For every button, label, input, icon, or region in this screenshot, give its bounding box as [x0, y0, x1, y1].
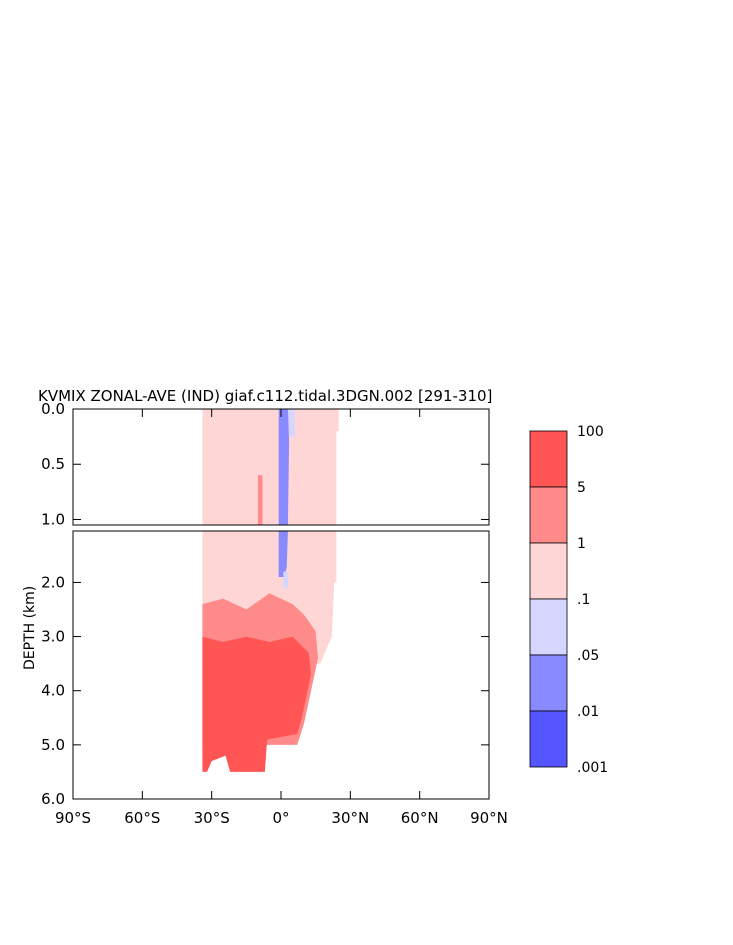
y-tick-label: 4.0 — [41, 682, 65, 700]
y-tick-label: 0.5 — [41, 455, 65, 473]
colorbar: 100 5 1 .1 .05 .01 .001 — [529, 424, 608, 776]
chart-title: KVMIX ZONAL-AVE (IND) giaf.c112.tidal.3D… — [38, 387, 492, 405]
colorbar-label: .001 — [577, 760, 608, 776]
lower-panel-fill — [202, 531, 337, 772]
region-lower-5-100 — [202, 636, 312, 772]
region-upper-01-1 — [202, 409, 339, 525]
y-tick-label: 6.0 — [41, 790, 65, 808]
x-tick-label: 30°S — [194, 809, 230, 827]
y-tick-label: 2.0 — [41, 573, 65, 591]
x-tick-label: 60°N — [401, 809, 439, 827]
colorbar-swatch — [529, 710, 568, 768]
x-tick-label: 60°S — [124, 809, 160, 827]
colorbar-swatch — [529, 486, 568, 544]
x-tick-label: 30°N — [331, 809, 369, 827]
x-tick-label: 90°S — [55, 809, 91, 827]
upper-panel-fill — [202, 409, 339, 525]
x-tick-label: 0° — [272, 809, 289, 827]
region-lower-001-005 — [278, 531, 288, 578]
region-upper-1-5 — [257, 475, 263, 525]
colorbar-label: .1 — [577, 592, 590, 608]
y-axis-label: DEPTH (km) — [22, 586, 38, 670]
y-tick-label: 1.0 — [41, 510, 65, 528]
colorbar-label: 5 — [577, 480, 586, 496]
region-upper-005-01 — [287, 409, 295, 437]
colorbar-label: 1 — [577, 536, 586, 552]
y-tick-label: 0.0 — [41, 400, 65, 418]
colorbar-swatch — [529, 430, 568, 488]
colorbar-label: .05 — [577, 648, 599, 664]
axis-ticks: 90°S 60°S 30°S 0° 30°N 60°N 90°N 0.0 0.5 1.0 2.0 3.… — [41, 400, 508, 827]
colorbar-swatch — [529, 654, 568, 712]
colorbar-swatch — [529, 598, 568, 656]
colorbar-swatch — [529, 542, 568, 600]
colorbar-label: .01 — [577, 704, 599, 720]
x-tick-label: 90°N — [470, 809, 508, 827]
region-lower-005-01 — [283, 571, 288, 588]
y-tick-label: 3.0 — [41, 628, 65, 646]
region-upper-001-005 — [278, 409, 290, 525]
y-tick-label: 5.0 — [41, 736, 65, 754]
colorbar-label: 100 — [577, 424, 604, 440]
